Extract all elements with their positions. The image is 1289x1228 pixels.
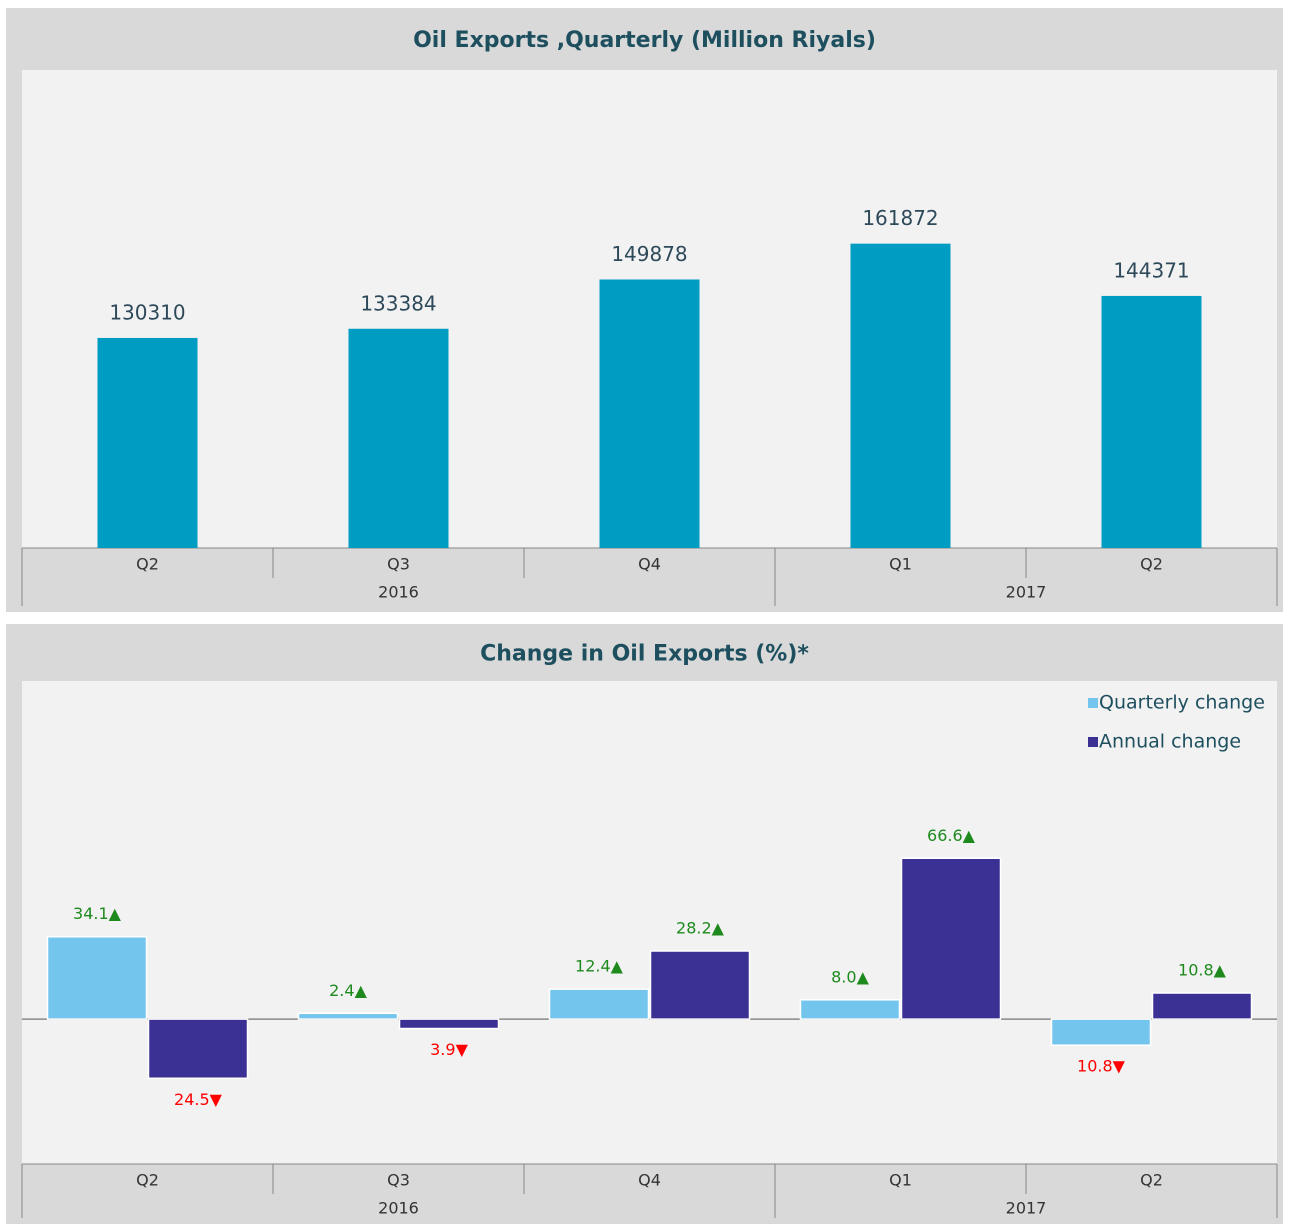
legend-swatch: [1088, 737, 1098, 747]
data-label: 10.8▼: [1077, 1057, 1126, 1076]
bar: [297, 1012, 399, 1020]
plot-area: [22, 681, 1277, 1164]
x-tick-label: Q1: [889, 1171, 912, 1190]
bar: [348, 328, 449, 548]
data-label: 2.4▲: [329, 981, 367, 1000]
data-label: 133384: [360, 291, 436, 315]
legend-swatch: [1088, 698, 1098, 708]
bar: [548, 988, 650, 1020]
bar: [1050, 1018, 1152, 1046]
data-label: 3.9▼: [430, 1040, 468, 1059]
x-tick-label: Q2: [1140, 1171, 1163, 1190]
bar: [900, 857, 1002, 1020]
bar: [599, 279, 700, 548]
bar: [97, 337, 198, 548]
x-tick-label: Q1: [889, 555, 912, 574]
bar: [850, 243, 951, 548]
bar: [1151, 992, 1253, 1020]
data-label: 10.8▲: [1178, 961, 1227, 980]
x-tick-label: Q2: [136, 1171, 159, 1190]
bar: [147, 1018, 249, 1080]
data-label: 66.6▲: [927, 826, 976, 845]
x-tick-label: Q3: [387, 555, 410, 574]
x-tick-label: Q2: [1140, 555, 1163, 574]
chart-title: Change in Oil Exports (%)*: [480, 642, 809, 667]
data-label: 130310: [109, 300, 185, 324]
data-label: 149878: [611, 242, 687, 266]
legend-label: Annual change: [1099, 731, 1241, 753]
data-label: 8.0▲: [831, 967, 869, 986]
data-label: 24.5▼: [174, 1090, 223, 1109]
x-group-label: 2016: [378, 1199, 419, 1218]
data-label: 12.4▲: [575, 957, 624, 976]
x-tick-label: Q2: [136, 555, 159, 574]
x-group-label: 2017: [1006, 583, 1047, 602]
bar: [1101, 295, 1202, 548]
x-group-label: 2016: [378, 583, 419, 602]
x-group-label: 2017: [1006, 1199, 1047, 1218]
data-label: 144371: [1113, 258, 1189, 282]
chart-title: Oil Exports ,Quarterly (Million Riyals): [413, 28, 876, 53]
bar: [398, 1018, 500, 1030]
bar: [46, 935, 148, 1020]
legend-label: Quarterly change: [1099, 692, 1265, 714]
bar: [799, 999, 901, 1020]
x-tick-label: Q4: [638, 1171, 661, 1190]
x-tick-label: Q4: [638, 555, 661, 574]
data-label: 34.1▲: [73, 904, 122, 923]
x-tick-label: Q3: [387, 1171, 410, 1190]
bar: [649, 950, 751, 1020]
data-label: 161872: [862, 206, 938, 230]
data-label: 28.2▲: [676, 918, 725, 937]
